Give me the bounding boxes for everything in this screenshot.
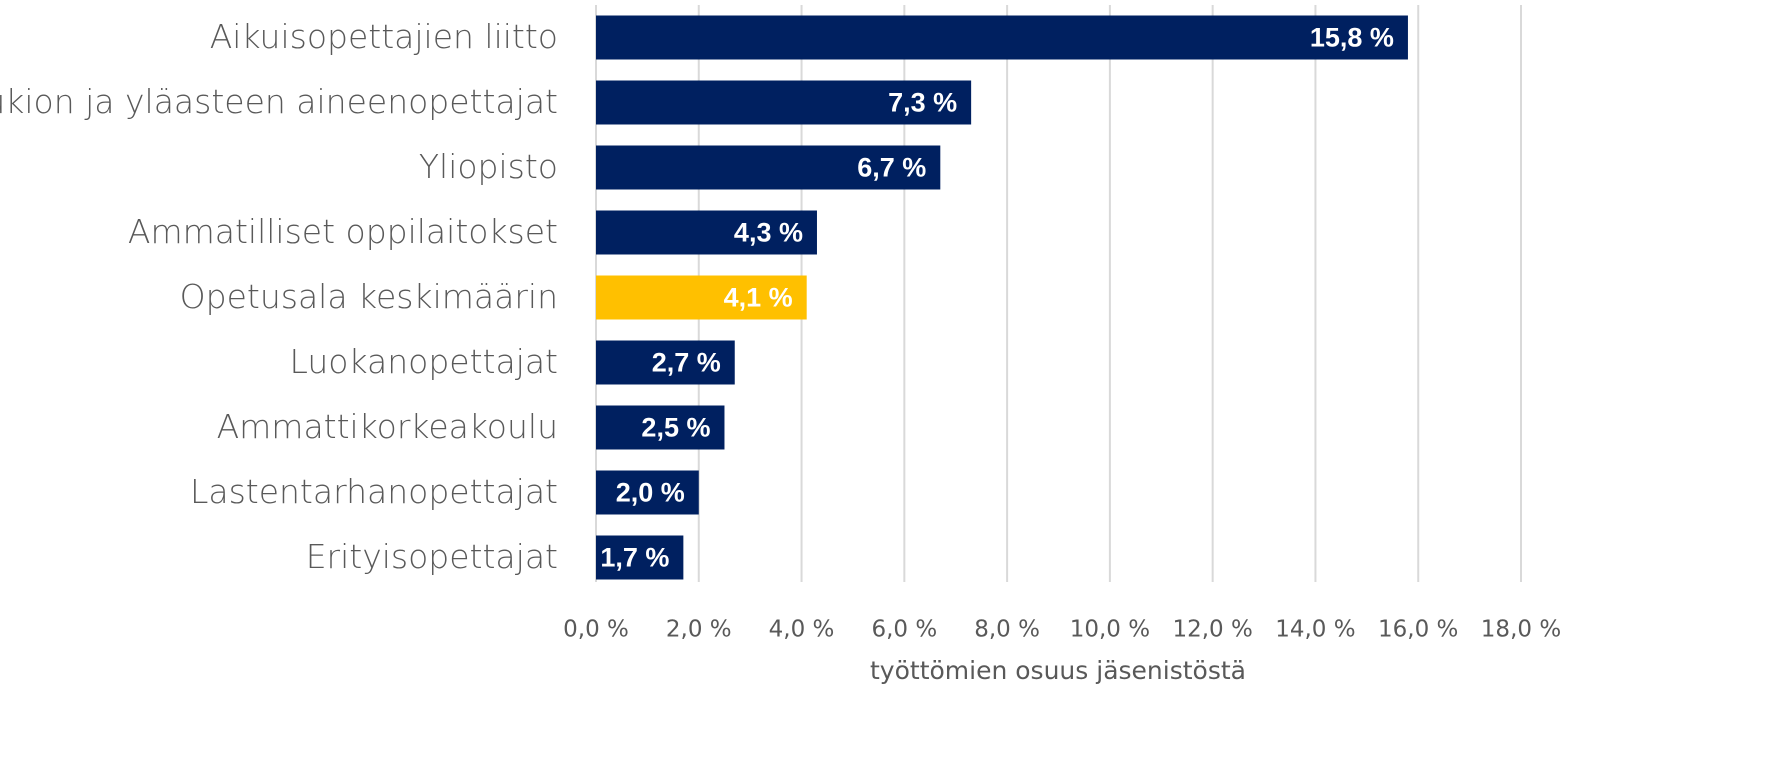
x-tick-label: 12,0 %	[1172, 617, 1252, 643]
y-tick-label: Lastentarhanopettajat	[190, 472, 558, 511]
y-tick-label: Yliopisto	[419, 147, 558, 186]
x-tick-label: 4,0 %	[769, 617, 835, 643]
x-tick-label: 0,0 %	[563, 617, 629, 643]
value-label: 4,3 %	[734, 218, 803, 248]
bar	[596, 275, 807, 320]
value-label: 2,0 %	[616, 478, 685, 508]
x-tick-label: 14,0 %	[1275, 617, 1355, 643]
bar	[596, 470, 699, 515]
value-label: 7,3 %	[888, 88, 957, 118]
y-tick-label: Aikuisopettajien liitto	[210, 17, 558, 56]
x-tick-label: 18,0 %	[1481, 617, 1561, 643]
y-tick-label: Lukion ja yläasteen aineenopettajat	[0, 82, 558, 121]
value-label: 2,7 %	[652, 348, 721, 378]
y-tick-label: Ammatilliset oppilaitokset	[128, 212, 558, 251]
bar	[596, 210, 817, 255]
y-tick-label: Opetusala keskimäärin	[180, 277, 558, 316]
value-label: 15,8 %	[1310, 23, 1394, 53]
value-label: 6,7 %	[857, 153, 926, 183]
bar	[596, 80, 972, 125]
x-tick-label: 16,0 %	[1378, 617, 1458, 643]
bar	[596, 340, 735, 385]
x-tick-label: 10,0 %	[1070, 617, 1150, 643]
bar	[596, 535, 684, 580]
y-tick-label: Ammattikorkeakoulu	[217, 407, 558, 446]
bar	[596, 145, 941, 190]
x-tick-label: 8,0 %	[974, 617, 1040, 643]
x-tick-label: 2,0 %	[666, 617, 732, 643]
bar	[596, 405, 725, 450]
x-axis-title: työttömien osuus jäsenistöstä	[870, 656, 1246, 685]
value-label: 2,5 %	[641, 413, 710, 443]
value-label: 4,1 %	[724, 283, 793, 313]
x-tick-label: 6,0 %	[871, 617, 937, 643]
y-tick-label: Erityisopettajat	[306, 537, 558, 576]
bar	[596, 15, 1408, 60]
value-label: 1,7 %	[600, 543, 669, 573]
y-tick-label: Luokanopettajat	[290, 342, 558, 381]
